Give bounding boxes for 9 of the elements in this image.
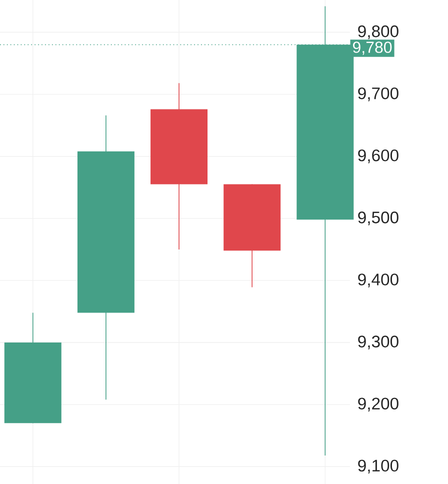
y-tick-label: 9,300 <box>358 336 398 350</box>
y-tick-label: 9,100 <box>358 460 398 474</box>
y-tick-label: 9,500 <box>358 212 398 226</box>
y-tick-label: 9,400 <box>358 274 398 288</box>
y-tick-label: 9,800 <box>358 25 398 40</box>
y-tick-label: 9,700 <box>358 87 398 102</box>
ref-line-label: 9,780 <box>353 42 392 55</box>
y-tick-label: 9,600 <box>358 149 398 164</box>
y-tick-label: 9,200 <box>358 398 398 412</box>
